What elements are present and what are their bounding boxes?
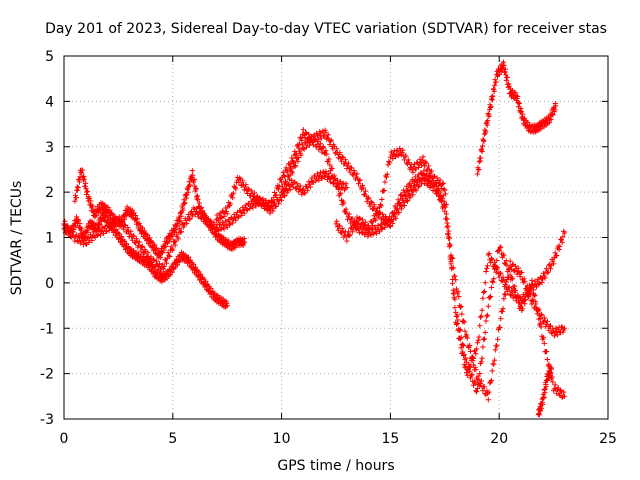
series-markers xyxy=(72,167,248,261)
y-tick-label: 3 xyxy=(45,140,54,156)
y-tick-label: 0 xyxy=(45,276,54,292)
y-tick-label: 4 xyxy=(45,94,54,110)
chart-title: Day 201 of 2023, Sidereal Day-to-day VTE… xyxy=(45,21,607,37)
series-track-8 xyxy=(535,365,555,418)
y-axis-label: SDTVAR / TECUs xyxy=(9,181,25,296)
y-tick-label: 1 xyxy=(45,231,54,247)
axis-ticks: 0 5 10 15 20 25 -3 -2 -1 0 1 2 3 4 5 xyxy=(40,49,617,447)
series-markers xyxy=(279,127,568,401)
series-markers xyxy=(535,365,555,418)
x-tick-label: 10 xyxy=(273,431,291,447)
series-markers xyxy=(333,145,568,378)
y-tick-label: 5 xyxy=(45,49,54,65)
data-series xyxy=(61,59,568,418)
series-track-2 xyxy=(72,167,248,261)
series-track-5 xyxy=(279,127,568,401)
series-track-7 xyxy=(474,59,559,177)
series-markers xyxy=(474,59,559,177)
series-track-6 xyxy=(333,145,568,378)
series-markers xyxy=(61,209,230,310)
x-tick-label: 15 xyxy=(381,431,399,447)
series-track-1 xyxy=(61,209,230,310)
x-axis-label: GPS time / hours xyxy=(277,458,394,474)
y-tick-label: -3 xyxy=(40,412,54,428)
x-tick-label: 5 xyxy=(168,431,177,447)
x-tick-label: 25 xyxy=(599,431,617,447)
y-tick-label: 2 xyxy=(45,185,54,201)
y-tick-label: -1 xyxy=(40,321,54,337)
x-tick-label: 20 xyxy=(490,431,508,447)
x-tick-label: 0 xyxy=(60,431,69,447)
y-tick-label: -2 xyxy=(40,367,54,383)
